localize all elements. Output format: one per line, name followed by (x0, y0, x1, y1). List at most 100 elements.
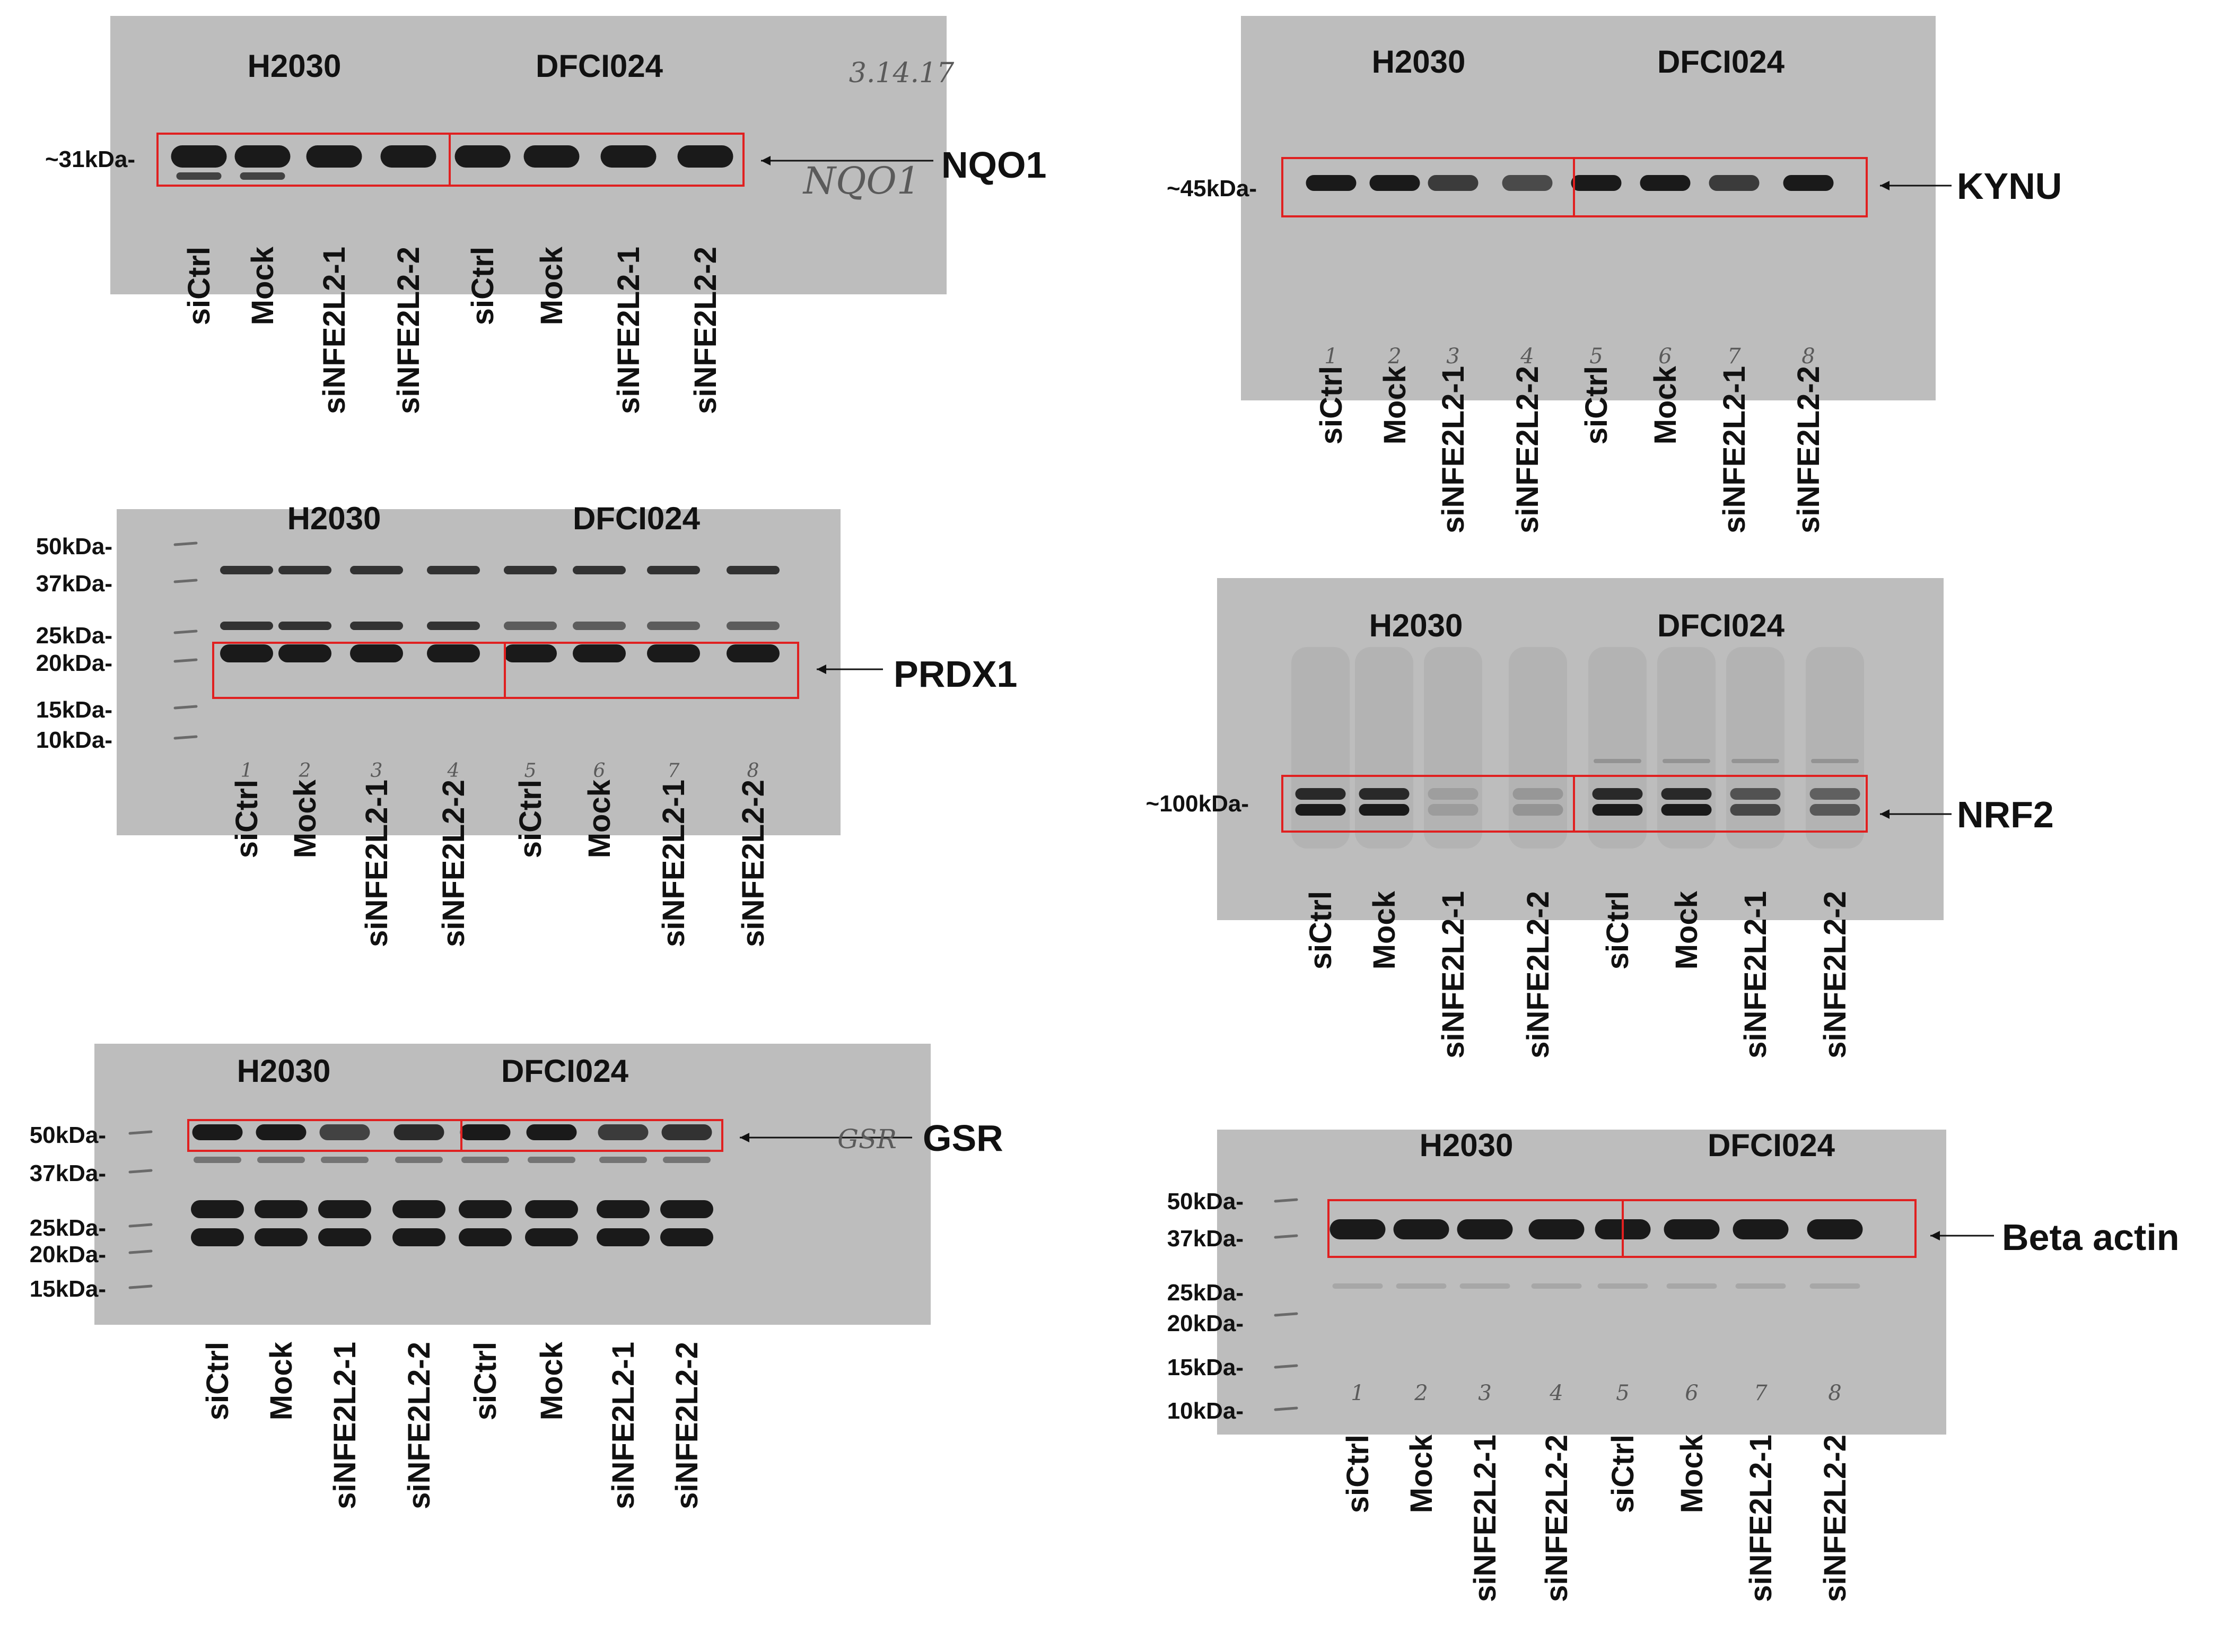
kynu-arrow-icon (1880, 181, 1890, 190)
prdx1-band-7 (647, 644, 700, 662)
actin-band-3 (1457, 1219, 1513, 1239)
prdx1-band-5 (504, 644, 557, 662)
prdx1-band-upper-7 (647, 566, 700, 574)
nqo1-band-8 (677, 145, 733, 168)
prdx1-band-1 (220, 644, 273, 662)
actin-ladder-mark-1 (1274, 1198, 1298, 1203)
prdx1-marker-15kda: 15kDa- (36, 697, 112, 723)
gsr-band-25-1 (191, 1200, 244, 1218)
prdx1-band-mid-8 (727, 622, 780, 630)
actin-handwritten-lane-number-2: 2 (1414, 1381, 1428, 1405)
gsr-marker-20kda: 20kDa- (30, 1242, 106, 1268)
nrf2-band-b-6 (1661, 804, 1712, 816)
prdx1-handwritten-lane-number-4: 4 (447, 760, 460, 782)
actin-band-faint-7 (1735, 1283, 1786, 1289)
prdx1-band-mid-6 (573, 622, 626, 630)
gsr-lane-label-5: siCtrl (468, 1342, 503, 1420)
nqo1-lane-label-6: Mock (535, 246, 569, 325)
nqo1-arrow-icon (761, 156, 771, 165)
actin-cell-line-dfci024: DFCI024 (1708, 1127, 1835, 1163)
gsr-band-sub-5 (461, 1157, 509, 1163)
nrf2-marker-100kda: ~100kDa- (1146, 791, 1249, 817)
actin-band-faint-8 (1809, 1283, 1860, 1289)
actin-arrow-icon (1930, 1231, 1940, 1240)
actin-handwritten-lane-number-3: 3 (1478, 1381, 1491, 1405)
actin-band-1 (1329, 1219, 1386, 1239)
prdx1-handwritten-lane-number-6: 6 (593, 760, 606, 782)
nrf2-band-a-1 (1295, 788, 1346, 800)
actin-lane-label-2: Mock (1404, 1434, 1439, 1513)
kynu-band-7 (1709, 175, 1760, 191)
nrf2-band-a-2 (1359, 788, 1410, 800)
gsr-band-20-1 (191, 1228, 244, 1246)
nrf2-faint-band-2 (1663, 759, 1710, 763)
prdx1-band-upper-4 (427, 566, 480, 574)
prdx1-marker-25kda: 25kDa- (36, 623, 112, 649)
gsr-ladder-mark-2 (128, 1169, 153, 1174)
kynu-lane-label-4: siNFE2L2-2 (1510, 366, 1545, 534)
prdx1-ladder-mark-6 (173, 735, 198, 740)
prdx1-band-6 (573, 644, 626, 662)
actin-marker-50kda: 50kDa- (1167, 1188, 1244, 1214)
prdx1-band-8 (727, 644, 780, 662)
kynu-band-8 (1783, 175, 1834, 191)
prdx1-lane-label-7: siNFE2L2-1 (657, 780, 691, 947)
gsr-band-sub-1 (194, 1157, 241, 1163)
nqo1-lane-label-3: siNFE2L2-1 (317, 247, 352, 414)
prdx1-ladder-mark-2 (173, 579, 198, 583)
gsr-band-25-6 (525, 1200, 578, 1218)
actin-band-faint-3 (1459, 1283, 1510, 1289)
actin-marker-15kda: 15kDa- (1167, 1354, 1244, 1380)
nrf2-cell-line-dfci024: DFCI024 (1657, 608, 1785, 643)
gsr-blot-image (94, 1044, 931, 1325)
kynu-handwritten-lane-number-7: 7 (1727, 344, 1741, 369)
actin-lane-label-3: siNFE2L2-1 (1468, 1435, 1502, 1602)
nrf2-lane-label-8: siNFE2L2-2 (1818, 891, 1852, 1059)
prdx1-marker-20kda: 20kDa- (36, 650, 112, 676)
gsr-lane-label-8: siNFE2L2-2 (670, 1342, 704, 1509)
gsr-band-sub-6 (528, 1157, 575, 1163)
nrf2-protein-label: NRF2 (1957, 794, 2054, 835)
gsr-marker-37kda: 37kDa- (30, 1160, 106, 1186)
gsr-ladder-mark-1 (128, 1130, 153, 1135)
nqo1-band-lower-1 (176, 172, 222, 180)
gsr-lane-label-2: Mock (264, 1341, 299, 1420)
nrf2-band-a-6 (1661, 788, 1712, 800)
prdx1-handwritten-lane-number-8: 8 (747, 760, 759, 782)
nrf2-cell-line-h2030: H2030 (1369, 608, 1463, 643)
actin-lane-label-1: siCtrl (1341, 1435, 1375, 1513)
actin-ladder-mark-4 (1274, 1364, 1298, 1369)
nrf2-lane-label-2: Mock (1367, 890, 1402, 969)
prdx1-lane-label-5: siCtrl (513, 780, 548, 858)
nrf2-band-b-1 (1295, 804, 1346, 816)
actin-band-4 (1528, 1219, 1585, 1239)
kynu-blot-image (1241, 16, 1936, 400)
nqo1-cell-line-dfci024: DFCI024 (536, 48, 663, 84)
prdx1-lane-label-8: siNFE2L2-2 (736, 780, 771, 947)
actin-lane-label-4: siNFE2L2-2 (1540, 1435, 1574, 1602)
nrf2-faint-band-3 (1731, 759, 1779, 763)
nqo1-handwritten-label: NQO1 (802, 159, 921, 203)
nrf2-band-b-8 (1809, 804, 1860, 816)
gsr-lane-label-3: siNFE2L2-1 (328, 1342, 362, 1509)
nrf2-faint-band-1 (1594, 759, 1641, 763)
prdx1-band-mid-3 (350, 622, 403, 630)
prdx1-arrow-icon (817, 665, 826, 674)
nqo1-band-2 (234, 145, 291, 168)
gsr-arrow-icon (740, 1133, 749, 1142)
gsr-band-8 (661, 1124, 712, 1140)
nqo1-handwritten-date: 3.14.17 (849, 57, 955, 89)
actin-band-faint-1 (1332, 1283, 1383, 1289)
kynu-lane-label-7: siNFE2L2-1 (1717, 366, 1752, 534)
prdx1-ladder-mark-3 (173, 630, 198, 634)
prdx1-cell-line-dfci024: DFCI024 (573, 501, 701, 536)
prdx1-marker-10kda: 10kDa- (36, 727, 112, 753)
kynu-handwritten-lane-number-6: 6 (1658, 344, 1672, 369)
prdx1-band-mid-2 (278, 622, 331, 630)
nrf2-band-a-7 (1730, 788, 1781, 800)
prdx1-ladder-mark-5 (173, 705, 198, 710)
gsr-band-20-4 (392, 1228, 445, 1246)
gsr-band-sub-3 (321, 1157, 369, 1163)
prdx1-lane-label-2: Mock (288, 779, 322, 858)
gsr-band-25-7 (597, 1200, 650, 1218)
